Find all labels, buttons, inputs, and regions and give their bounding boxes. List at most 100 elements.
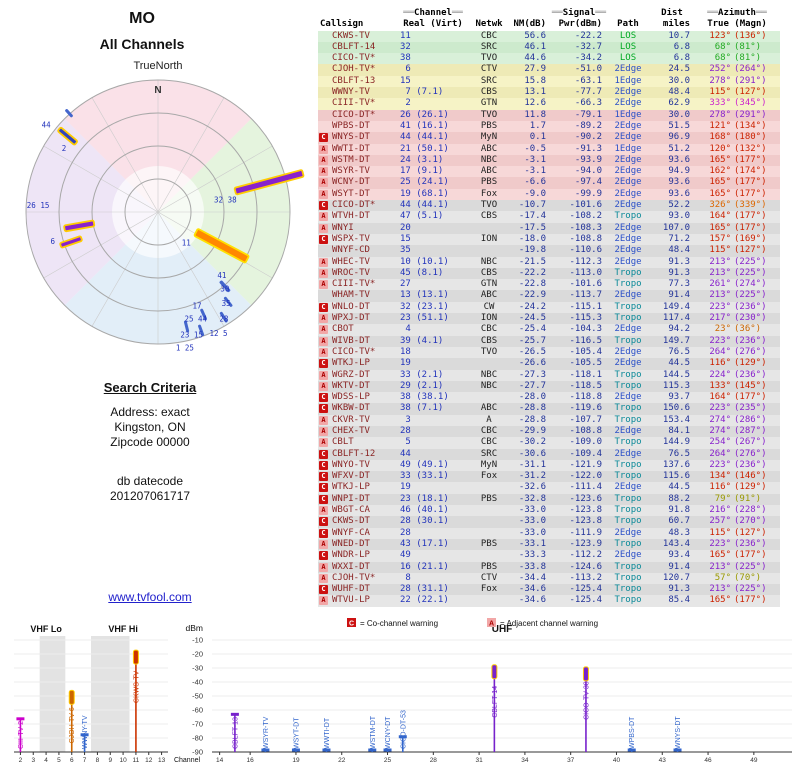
- callsign-cell[interactable]: CICO-DT*: [330, 109, 396, 121]
- callsign-cell[interactable]: WKTV-DT: [330, 380, 396, 393]
- callsign-cell[interactable]: WHEC-TV: [330, 256, 396, 268]
- callsign-cell[interactable]: WCNY-DT: [330, 177, 396, 189]
- callsign-cell[interactable]: CJOH-TV*: [330, 572, 396, 585]
- radar-station-marker: [198, 324, 205, 337]
- miles-cell: 77.3: [650, 279, 694, 291]
- pwr-cell: -51.0: [550, 64, 606, 76]
- callsign-cell[interactable]: CBLFT-13: [330, 75, 396, 88]
- channel-cell: 39 (4.1): [396, 335, 470, 347]
- pwr-cell: -115.3: [550, 313, 606, 325]
- callsign-cell[interactable]: CBLFT-14: [330, 41, 396, 54]
- magn-azimuth-cell: (177°): [732, 392, 780, 404]
- callsign-cell[interactable]: WGRZ-DT: [330, 369, 396, 381]
- callsign-cell[interactable]: WNDR-LP: [330, 550, 396, 562]
- callsign-cell[interactable]: WDSS-LP: [330, 392, 396, 404]
- callsign-cell[interactable]: CKWS-TV: [330, 30, 396, 42]
- callsign-cell[interactable]: WNED-DT: [330, 538, 396, 551]
- callsign-cell[interactable]: CICO-TV*: [330, 346, 396, 359]
- callsign-cell[interactable]: WWTI-DT: [330, 143, 396, 155]
- miles-cell: 91.3: [650, 267, 694, 280]
- callsign-cell[interactable]: WNYS-DT: [330, 132, 396, 144]
- magn-azimuth-cell: (276°): [732, 346, 780, 359]
- nm-cell: -21.5: [508, 256, 550, 268]
- callsign-cell[interactable]: WSYT-DT: [330, 188, 396, 201]
- callsign-cell[interactable]: WBGT-CA: [330, 505, 396, 517]
- co-channel-warning-badge: C: [319, 483, 328, 493]
- true-azimuth-cell: 134°: [694, 471, 732, 483]
- callsign-cell[interactable]: WSYR-TV: [330, 166, 396, 178]
- callsign-cell[interactable]: WWNY-TV: [330, 87, 396, 99]
- true-azimuth-cell: 165°: [694, 188, 732, 201]
- nm-cell: -30.6: [508, 448, 550, 460]
- pwr-cell: -97.4: [550, 177, 606, 189]
- channel-axis-label: Channel: [174, 757, 201, 764]
- path-cell: Tropo: [606, 414, 650, 426]
- callsign-cell[interactable]: WNYF-CD: [330, 245, 396, 257]
- callsign-cell[interactable]: CJOH-TV*: [330, 64, 396, 76]
- callsign-cell[interactable]: WTVH-DT: [330, 211, 396, 223]
- callsign-cell[interactable]: WNLO-DT: [330, 301, 396, 314]
- callsign-cell[interactable]: WNPI-DT: [330, 493, 396, 506]
- callsign-cell[interactable]: CBOT: [330, 324, 396, 336]
- path-cell: Tropo: [606, 279, 650, 291]
- callsign-cell[interactable]: WNYO-TV: [330, 459, 396, 472]
- callsign-cell[interactable]: CBLT: [330, 437, 396, 449]
- callsign-cell[interactable]: WTVU-LP: [330, 595, 396, 607]
- callsign-cell[interactable]: WTKJ-LP: [330, 358, 396, 370]
- pwr-cell: -108.8: [550, 233, 606, 246]
- pwr-cell: -105.5: [550, 358, 606, 370]
- network-cell: CBS: [470, 211, 508, 223]
- pwr-cell: -101.6: [550, 200, 606, 212]
- callsign-cell[interactable]: WNYF-CA: [330, 527, 396, 539]
- callsign-cell[interactable]: WKBW-DT: [330, 403, 396, 415]
- pwr-cell: -105.4: [550, 346, 606, 359]
- network-cell: SRC: [470, 41, 508, 54]
- station-label: WWTI-DT: [324, 717, 331, 749]
- channel-cell: 15: [396, 75, 470, 88]
- warning-badge-cell: [318, 53, 330, 65]
- miles-cell: 149.4: [650, 301, 694, 314]
- network-cell: NBC: [470, 369, 508, 381]
- warning-badge-cell: A: [318, 425, 330, 438]
- path-cell: 2Edge: [606, 245, 650, 257]
- channel-cell: 45 (8.1): [396, 267, 470, 280]
- callsign-cell[interactable]: CICO-TV*: [330, 53, 396, 65]
- y-tick-label: -50: [192, 692, 203, 701]
- path-cell: Tropo: [606, 301, 650, 314]
- magn-azimuth-cell: (177°): [732, 188, 780, 201]
- pwr-cell: -91.3: [550, 143, 606, 155]
- network-cell: ION: [470, 233, 508, 246]
- callsign-cell[interactable]: CKVR-TV: [330, 414, 396, 426]
- callsign-cell[interactable]: WPXJ-DT: [330, 313, 396, 325]
- callsign-cell[interactable]: WPBS-DT: [330, 120, 396, 133]
- miles-cell: 144.9: [650, 437, 694, 449]
- callsign-cell[interactable]: WTKJ-LP: [330, 482, 396, 494]
- callsign-cell[interactable]: CKWS-DT: [330, 516, 396, 528]
- warning-badge-cell: [318, 41, 330, 54]
- callsign-cell[interactable]: WNYI: [330, 222, 396, 234]
- tvfool-link[interactable]: www.tvfool.com: [108, 590, 192, 604]
- callsign-cell[interactable]: WSTM-DT: [330, 154, 396, 167]
- true-azimuth-cell: 223°: [694, 335, 732, 347]
- zip-line: Zipcode 00000: [110, 435, 190, 449]
- callsign-cell[interactable]: CHEX-TV: [330, 425, 396, 438]
- callsign-cell[interactable]: WSPX-TV: [330, 233, 396, 246]
- callsign-cell[interactable]: WXXI-DT: [330, 561, 396, 573]
- callsign-cell[interactable]: CBLFT-12: [330, 448, 396, 460]
- warning-badge-cell: A: [318, 256, 330, 268]
- callsign-cell[interactable]: WROC-TV: [330, 267, 396, 280]
- callsign-cell[interactable]: WIVB-DT: [330, 335, 396, 347]
- callsign-cell[interactable]: WHAM-TV: [330, 290, 396, 302]
- magn-azimuth-cell: (236°): [732, 335, 780, 347]
- callsign-cell[interactable]: WUHF-DT: [330, 584, 396, 596]
- callsign-cell[interactable]: WFXV-DT: [330, 471, 396, 483]
- callsign-cell[interactable]: CIII-TV*: [330, 98, 396, 110]
- callsign-cell[interactable]: CICO-DT*: [330, 200, 396, 212]
- x-tick-label: 46: [704, 757, 712, 764]
- adjacent-channel-warning-badge: A: [319, 506, 328, 516]
- path-cell: LOS: [606, 30, 650, 42]
- callsign-cell[interactable]: CIII-TV*: [330, 279, 396, 291]
- path-cell: Tropo: [606, 471, 650, 483]
- nm-cell: -26.6: [508, 358, 550, 370]
- co-channel-warning-badge: C: [319, 201, 328, 211]
